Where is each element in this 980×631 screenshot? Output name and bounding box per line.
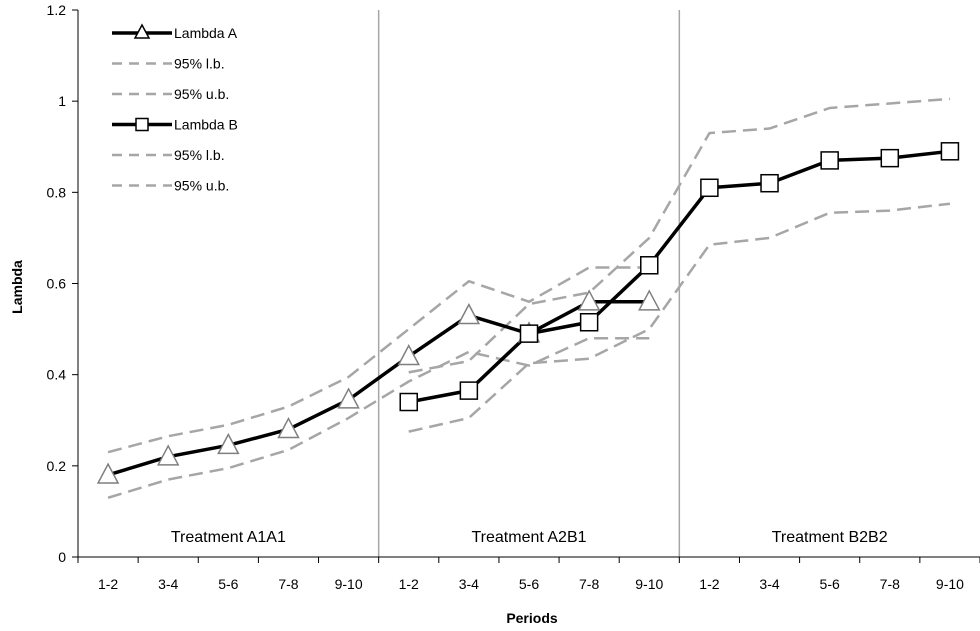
square-marker xyxy=(820,151,839,170)
series-line-4 xyxy=(408,149,951,404)
series-line-6 xyxy=(408,97,951,374)
square-marker xyxy=(399,392,418,412)
x-tick-label: 1-2 xyxy=(699,576,719,592)
x-tick-label: 5-6 xyxy=(820,576,840,592)
y-tick-label: 0.6 xyxy=(47,276,67,292)
treatment-label: Treatment B2B2 xyxy=(772,529,888,546)
square-marker xyxy=(459,381,479,400)
treatment-label: Treatment A1A1 xyxy=(171,529,286,546)
x-tick-label: 5-6 xyxy=(218,576,238,592)
triangle-marker xyxy=(217,432,240,455)
triangle-marker xyxy=(457,303,481,325)
series-line-5 xyxy=(408,202,951,433)
x-tick-label: 9-10 xyxy=(635,576,663,592)
triangle-marker xyxy=(277,416,300,439)
x-axis-title: Periods xyxy=(506,610,558,626)
series-lines xyxy=(107,97,951,499)
x-tick-label: 7-8 xyxy=(880,576,900,592)
y-tick-label: 1 xyxy=(58,93,66,109)
series-line-1 xyxy=(107,299,650,477)
x-tick-label: 3-4 xyxy=(158,576,178,592)
y-tick-label: 0.8 xyxy=(47,184,67,200)
x-tick-label: 3-4 xyxy=(759,576,779,592)
x-tick-label: 5-6 xyxy=(519,576,539,592)
square-marker xyxy=(940,142,960,161)
x-tick-label: 9-10 xyxy=(936,576,964,592)
series-markers xyxy=(96,142,960,484)
y-tick-label: 0 xyxy=(58,549,66,565)
legend-label: 95% l.b. xyxy=(174,147,225,163)
y-ticks: 0 0.2 0.4 0.6 0.8 1 1.2 xyxy=(47,2,78,565)
series-line-3 xyxy=(107,266,650,454)
triangle-marker xyxy=(337,387,360,409)
triangle-marker xyxy=(638,289,661,311)
legend-label: Lambda A xyxy=(174,25,238,41)
x-tick-label: 3-4 xyxy=(459,576,479,592)
x-tick-label: 7-8 xyxy=(278,576,298,592)
square-marker xyxy=(579,312,599,332)
x-ticks: 1-2 3-4 5-6 7-8 9-10 1-2 3-4 5-6 7-8 9-10 1-2 3-4 5-… xyxy=(77,557,980,592)
treatment-dividers xyxy=(377,10,681,557)
triangle-marker xyxy=(397,344,420,366)
square-marker xyxy=(519,324,539,343)
treatment-label: Treatment A2B1 xyxy=(471,529,586,546)
square-marker xyxy=(640,256,659,275)
y-tick-label: 0.2 xyxy=(47,458,67,474)
square-marker xyxy=(760,173,779,193)
y-tick-label: 1.2 xyxy=(47,2,67,18)
legend-triangle-marker xyxy=(133,23,151,39)
x-tick-label: 1-2 xyxy=(399,576,419,592)
square-marker xyxy=(700,178,719,198)
legend-label: Lambda B xyxy=(174,117,238,133)
series-line-2 xyxy=(107,336,650,499)
x-tick-label: 9-10 xyxy=(335,576,363,592)
legend-square-marker xyxy=(135,117,149,132)
x-tick-label: 1-2 xyxy=(98,576,118,592)
triangle-marker xyxy=(577,289,601,311)
triangle-marker xyxy=(96,462,120,484)
legend-label: 95% u.b. xyxy=(174,178,229,194)
y-tick-label: 0.4 xyxy=(47,367,67,383)
y-axis-title: Lambda xyxy=(9,260,25,314)
legend-label: 95% l.b. xyxy=(174,56,225,72)
square-marker xyxy=(880,148,900,168)
legend-label: 95% u.b. xyxy=(174,86,229,102)
x-tick-label: 7-8 xyxy=(579,576,599,592)
legend: Lambda A 95% l.b. 95% u.b. Lambda B 95% l.b.… xyxy=(112,23,238,194)
treatment-labels: Treatment A1A1 Treatment A2B1 Treatment B2… xyxy=(171,529,888,546)
triangle-marker xyxy=(156,444,180,466)
